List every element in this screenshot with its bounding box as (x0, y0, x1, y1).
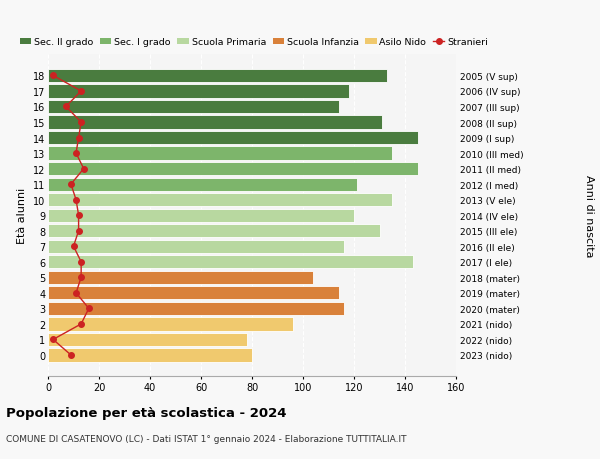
Text: COMUNE DI CASATENOVO (LC) - Dati ISTAT 1° gennaio 2024 - Elaborazione TUTTITALIA: COMUNE DI CASATENOVO (LC) - Dati ISTAT 1… (6, 434, 407, 443)
Legend: Sec. II grado, Sec. I grado, Scuola Primaria, Scuola Infanzia, Asilo Nido, Stran: Sec. II grado, Sec. I grado, Scuola Prim… (20, 38, 488, 47)
Y-axis label: Età alunni: Età alunni (17, 188, 27, 244)
Bar (48, 162, 418, 176)
Bar (48, 101, 339, 114)
Text: Popolazione per età scolastica - 2024: Popolazione per età scolastica - 2024 (6, 406, 287, 419)
Bar (48, 132, 418, 145)
Bar (48, 178, 356, 191)
Bar (48, 318, 293, 331)
Bar (48, 286, 339, 300)
Text: Anni di nascita: Anni di nascita (584, 174, 594, 257)
Bar (48, 302, 344, 315)
Bar (48, 209, 354, 222)
Bar (48, 256, 413, 269)
Bar (48, 85, 349, 98)
Bar (48, 70, 387, 83)
Bar (48, 348, 252, 362)
Bar (48, 194, 392, 207)
Bar (48, 224, 380, 238)
Bar (48, 333, 247, 346)
Bar (48, 271, 313, 284)
Bar (48, 240, 344, 253)
Bar (48, 116, 382, 129)
Bar (48, 147, 392, 160)
